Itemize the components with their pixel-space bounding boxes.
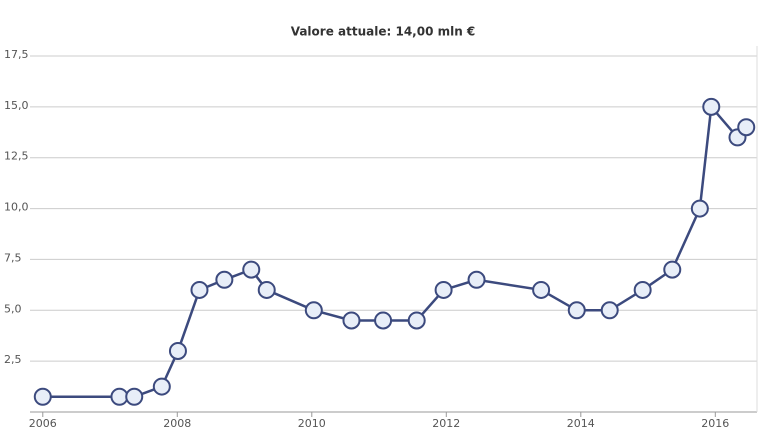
point-marker: [633, 280, 652, 299]
point-marker: [215, 270, 234, 289]
y-tick-label: 17,5: [4, 48, 29, 61]
point-marker: [190, 280, 209, 299]
x-tick-label: 2012: [432, 417, 460, 430]
point-marker: [33, 387, 52, 406]
point-marker: [737, 118, 756, 137]
line: [42, 103, 748, 398]
y-tick-label: 12,5: [4, 150, 29, 163]
point-marker: [663, 260, 682, 279]
point-marker: [168, 341, 187, 360]
point-marker: [374, 311, 393, 330]
point-marker: [600, 301, 619, 320]
point-marker: [125, 387, 144, 406]
point-marker: [702, 97, 721, 116]
point-marker: [467, 270, 486, 289]
y-tick-label: 7,5: [4, 251, 22, 264]
point-marker: [257, 280, 276, 299]
point-marker: [242, 260, 261, 279]
point-marker: [690, 199, 709, 218]
point-marker: [532, 280, 551, 299]
x-tick-label: 2006: [29, 417, 57, 430]
y-tick-label: 2,5: [4, 353, 22, 366]
point-marker: [110, 387, 129, 406]
point-marker: [567, 301, 586, 320]
point-marker: [434, 280, 453, 299]
point-marker: [342, 311, 361, 330]
point-marker: [407, 311, 426, 330]
y-tick-label: 10,0: [4, 201, 29, 214]
point-marker: [304, 301, 323, 320]
point-marker: [152, 377, 171, 396]
x-tick-label: 2010: [298, 417, 326, 430]
x-tick-label: 2014: [567, 417, 595, 430]
x-tick-label: 2016: [701, 417, 729, 430]
chart-title: Valore attuale: 14,00 mln €: [291, 25, 476, 39]
x-tick-label: 2008: [163, 417, 191, 430]
y-tick-label: 5,0: [4, 302, 22, 315]
y-tick-label: 15,0: [4, 99, 29, 112]
